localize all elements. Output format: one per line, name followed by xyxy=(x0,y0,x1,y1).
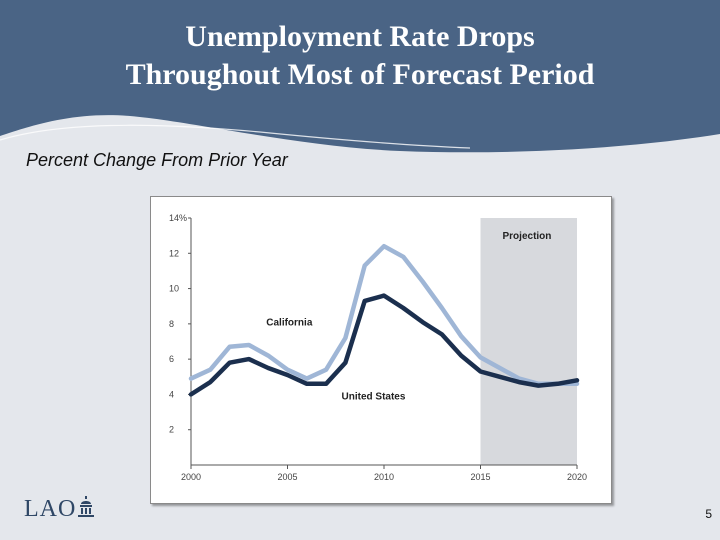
x-tick-label-2020: 2020 xyxy=(567,472,587,482)
y-tick-label-8: 8 xyxy=(169,319,174,329)
capitol-dome-icon xyxy=(78,496,95,517)
x-tick-label-2005: 2005 xyxy=(277,472,297,482)
lao-logo: LAO xyxy=(24,494,96,523)
page-number: 5 xyxy=(705,507,712,521)
projection-label: Projection xyxy=(503,231,552,242)
projection-shade xyxy=(480,218,577,465)
slide-title-line-2: Throughout Most of Forecast Period xyxy=(125,58,595,91)
chart-subtitle: Percent Change From Prior Year xyxy=(26,150,288,170)
y-tick-label-4: 4 xyxy=(169,389,174,399)
lao-logo-text: LAO xyxy=(24,496,77,522)
series-label-united-states: United States xyxy=(342,392,406,403)
series-line-california xyxy=(188,243,580,387)
slide-title: Unemployment Rate Drops Throughout Most … xyxy=(0,18,720,94)
chart-frame: Projection 2 4 6 8 10 12 14% 2000 2005 2010 2015 202… xyxy=(150,196,612,504)
y-tick-label-10: 10 xyxy=(169,284,179,294)
line-chart: Projection 2 4 6 8 10 12 14% 2000 2005 2010 2015 202… xyxy=(169,213,587,482)
series-label-california: California xyxy=(266,318,313,329)
header-banner xyxy=(0,0,720,160)
y-tick-label-12: 12 xyxy=(169,248,179,258)
header-wave-highlight xyxy=(0,124,471,149)
x-tick-label-2000: 2000 xyxy=(181,472,201,482)
header-wave-background xyxy=(0,0,720,153)
x-tick-label-2015: 2015 xyxy=(470,472,490,482)
y-tick-label-2: 2 xyxy=(169,425,174,435)
header-wave xyxy=(0,0,720,153)
x-tick-label-2010: 2010 xyxy=(374,472,394,482)
slide-title-line-1: Unemployment Rate Drops xyxy=(185,20,535,53)
y-tick-label-14: 14% xyxy=(169,213,187,223)
series-line-united-states xyxy=(188,293,580,397)
y-tick-label-6: 6 xyxy=(169,354,174,364)
